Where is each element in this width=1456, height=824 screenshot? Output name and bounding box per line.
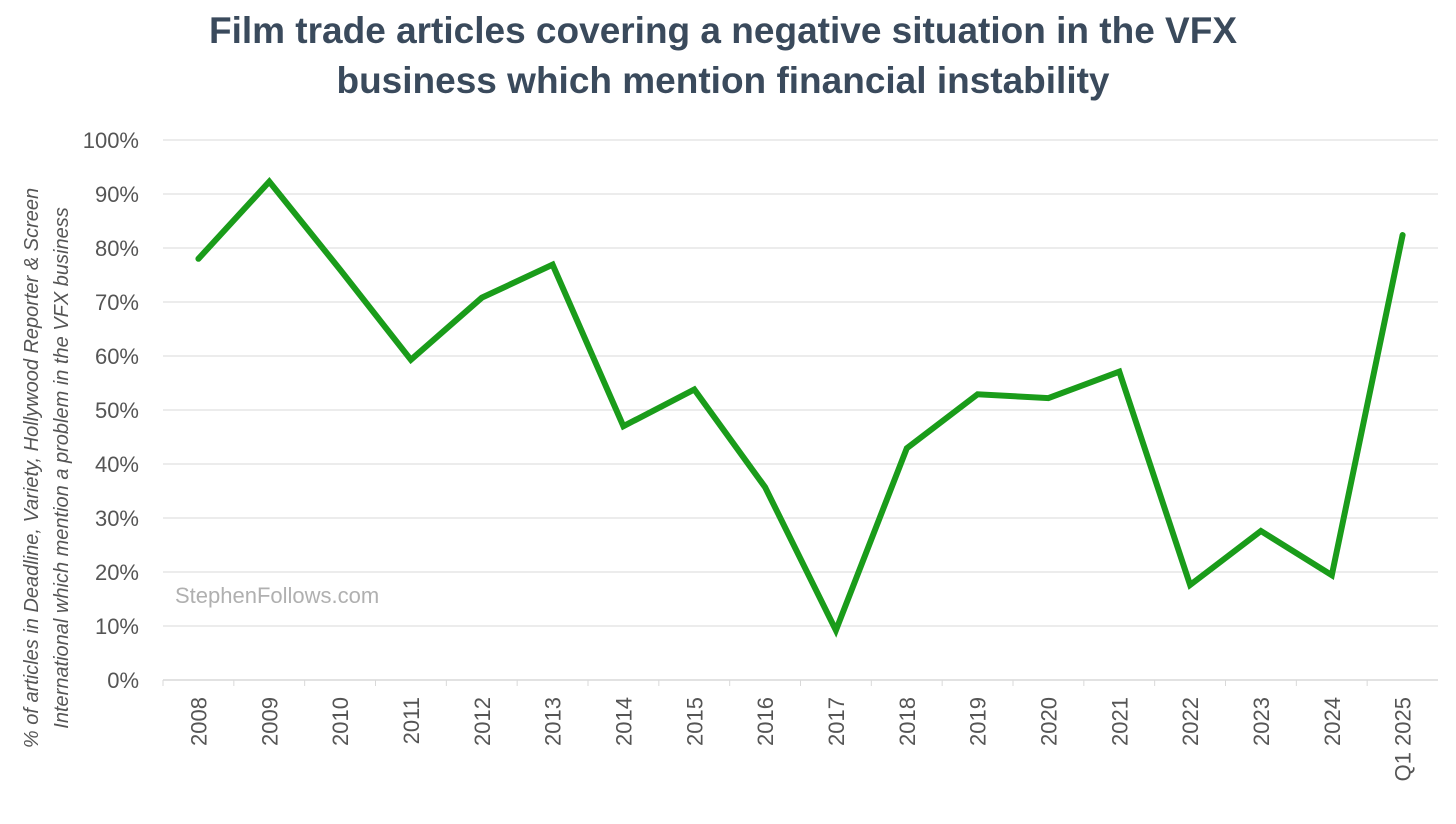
y-tick-label: 80% (95, 236, 139, 261)
data-point-2014 (620, 423, 626, 429)
y-tick-label: 60% (95, 344, 139, 369)
y-tick-label: 100% (83, 128, 139, 153)
x-tick-label: Q1 2025 (1391, 697, 1416, 781)
chart-title-line-2: business which mention financial instabi… (336, 60, 1110, 101)
x-tick-label: 2013 (541, 697, 566, 746)
data-point-2023 (1258, 528, 1264, 534)
x-tick-label: 2009 (257, 697, 282, 746)
x-tick-label: 2017 (824, 697, 849, 746)
watermark: StephenFollows.com (175, 583, 379, 608)
x-tick-label: 2024 (1320, 697, 1345, 746)
x-tick-label: 2010 (328, 697, 353, 746)
data-point-2017 (833, 627, 839, 633)
data-point-2018 (904, 445, 910, 451)
data-point-2008 (195, 256, 201, 262)
x-tick-label: 2012 (470, 697, 495, 746)
x-tick-label: 2011 (399, 697, 424, 744)
series-layer (195, 177, 1406, 638)
data-point-2009 (266, 179, 272, 185)
data-point-2016 (762, 484, 768, 490)
x-tick-label: 2014 (611, 697, 636, 746)
x-tick-label: 2023 (1249, 697, 1274, 746)
data-point-2011 (408, 357, 414, 363)
data-point-2012 (479, 295, 485, 301)
series-line (195, 177, 1406, 638)
data-point-2021 (1116, 369, 1122, 375)
chart-title-line-1: Film trade articles covering a negative … (208, 10, 1238, 51)
y-axis-label-line-2: International which mention a problem in… (51, 207, 73, 728)
y-axis-label-line-1: % of articles in Deadline, Variety, Holl… (21, 188, 43, 748)
x-tick-label: 2018 (895, 697, 920, 746)
x-tick-label: 2022 (1178, 697, 1203, 746)
y-tick-label: 10% (95, 614, 139, 639)
y-tick-label: 90% (95, 182, 139, 207)
x-axis-ticks: 2008 2009 2010 2011 2012 2013 2014 2015 2016 2017… (162, 680, 1416, 781)
x-tick-label: 2008 (186, 697, 211, 746)
y-tick-label: 20% (95, 560, 139, 585)
x-tick-label: 2019 (966, 697, 991, 746)
y-tick-label: 50% (95, 398, 139, 423)
chart-title: Film trade articles covering a negative … (0, 6, 1446, 106)
x-tick-label: 2016 (753, 697, 778, 746)
y-tick-label: 0% (107, 668, 139, 693)
data-point-2013 (550, 262, 556, 268)
data-point-2019 (975, 391, 981, 397)
data-point-2010 (337, 267, 343, 273)
data-point-2022 (1187, 582, 1193, 588)
data-point-2024 (1329, 572, 1335, 578)
y-axis-ticks: 0% 10% 20% 30% 40% 50% 60% 70% 80% 90% 100% (83, 128, 139, 693)
x-tick-label: 2021 (1107, 697, 1132, 746)
x-tick-label: 2015 (682, 697, 707, 746)
data-point-q1-2025 (1400, 232, 1406, 238)
y-tick-label: 40% (95, 452, 139, 477)
y-axis-label: % of articles in Deadline, Variety, Holl… (21, 188, 73, 748)
x-tick-label: 2020 (1036, 697, 1061, 746)
data-point-2015 (691, 386, 697, 392)
y-tick-label: 70% (95, 290, 139, 315)
y-tick-label: 30% (95, 506, 139, 531)
data-point-2020 (1045, 395, 1051, 401)
